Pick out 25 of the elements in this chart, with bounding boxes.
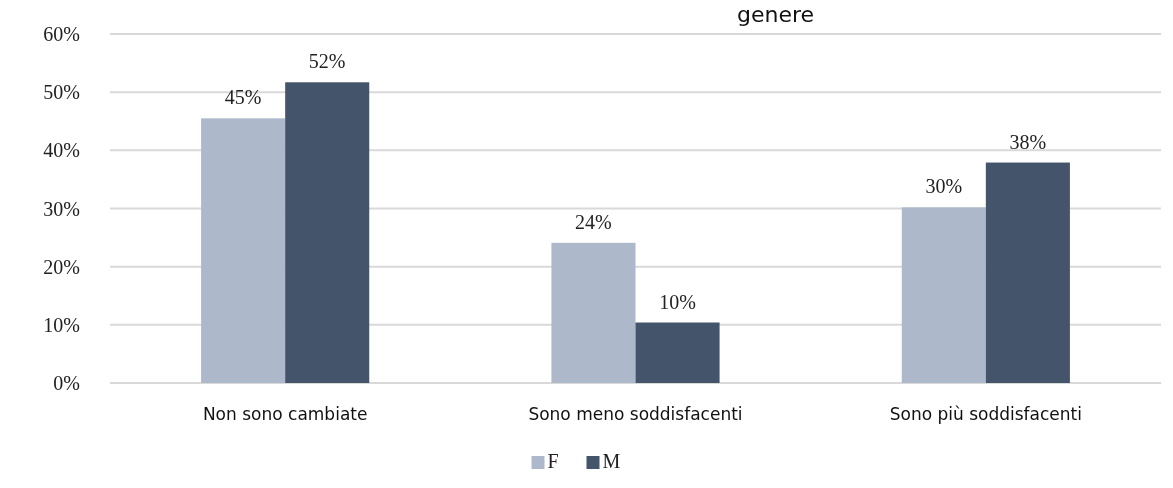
y-tick-label: 30% — [43, 197, 80, 220]
y-tick-label: 10% — [43, 313, 80, 336]
chart-title: genere — [736, 2, 815, 27]
y-tick-label: 20% — [43, 255, 80, 278]
y-tick-label: 40% — [43, 139, 80, 162]
y-tick-label: 50% — [43, 81, 80, 104]
data-label: 24% — [575, 210, 612, 233]
bar — [201, 118, 286, 383]
bar — [285, 82, 370, 383]
bar — [985, 162, 1070, 383]
x-tick-label: Sono più soddisfacenti — [889, 404, 1082, 424]
y-tick-label: 60% — [43, 23, 80, 45]
bar — [635, 322, 720, 383]
legend-label: F — [547, 450, 559, 472]
data-label: 10% — [659, 290, 696, 313]
x-tick-label: Sono meno soddisfacenti — [528, 404, 743, 424]
bar — [551, 242, 636, 383]
y-tick-label: 0% — [53, 372, 80, 394]
data-label: 38% — [1009, 130, 1047, 153]
x-tick-label: Non sono cambiate — [202, 404, 368, 424]
bar — [901, 207, 986, 383]
data-label: 45% — [224, 86, 262, 109]
data-label: 52% — [308, 50, 346, 73]
data-label: 30% — [925, 175, 963, 198]
legend-label: M — [602, 450, 621, 472]
